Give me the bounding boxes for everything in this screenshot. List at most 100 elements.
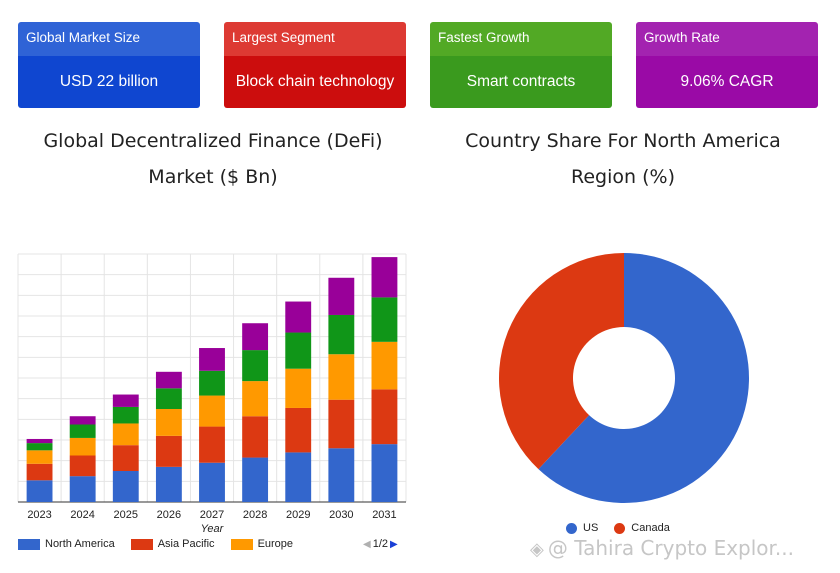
bar-segment[interactable] bbox=[285, 452, 312, 502]
x-tick-label: 2030 bbox=[329, 509, 353, 521]
x-tick-label: 2027 bbox=[200, 509, 224, 521]
bar-segment[interactable] bbox=[328, 314, 355, 355]
x-tick-label: 2029 bbox=[286, 509, 310, 521]
card-value: 9.06% CAGR bbox=[636, 56, 818, 108]
donut-chart-title-line1: Country Share For North America bbox=[465, 130, 781, 152]
legend-label: North America bbox=[45, 538, 115, 550]
card-label: Global Market Size bbox=[18, 22, 200, 56]
bar-segment[interactable] bbox=[328, 354, 355, 400]
legend-swatch bbox=[230, 538, 253, 550]
legend-dot bbox=[614, 522, 626, 534]
bar-segment[interactable] bbox=[285, 368, 312, 408]
bar-segment[interactable] bbox=[328, 448, 355, 502]
legend-item[interactable]: US bbox=[566, 522, 598, 534]
bar-segment[interactable] bbox=[199, 462, 225, 502]
legend-prev-icon[interactable]: ◀ bbox=[363, 538, 371, 550]
legend-swatch bbox=[18, 538, 40, 550]
x-tick-label: 2025 bbox=[114, 509, 138, 521]
x-tick-label: 2031 bbox=[372, 509, 396, 521]
bar-chart-title: Global Decentralized Finance (DeFi) Mark… bbox=[18, 123, 408, 195]
legend-pager: ◀ 1/2 ▶ bbox=[361, 538, 400, 550]
legend-item[interactable]: Europe bbox=[230, 538, 294, 550]
bar-segment[interactable] bbox=[155, 409, 182, 436]
legend-dot bbox=[566, 522, 577, 534]
bar-segment[interactable] bbox=[155, 388, 182, 409]
bar-segment[interactable] bbox=[69, 455, 96, 477]
watermark: ◈ @ Tahira Crypto Explor... bbox=[530, 536, 794, 560]
legend-item[interactable]: Asia Pacific bbox=[130, 538, 215, 550]
bar-segment[interactable] bbox=[26, 480, 53, 502]
bar-segment[interactable] bbox=[242, 381, 269, 417]
card-label: Growth Rate bbox=[636, 22, 818, 56]
stacked-bar-chart: 2023 2024 2025 2026 2027 2028 2029 2030 2031 Yea… bbox=[17, 253, 407, 535]
bar-segment[interactable] bbox=[199, 395, 225, 427]
bar-segment[interactable] bbox=[112, 394, 139, 407]
bar-segment[interactable] bbox=[26, 438, 53, 444]
bar-segment[interactable] bbox=[371, 389, 398, 445]
bar-segment[interactable] bbox=[112, 445, 139, 471]
donut-chart bbox=[498, 253, 749, 503]
bar-segment[interactable] bbox=[199, 348, 225, 371]
bar-legend: North America Asia Pacific Europe bbox=[18, 538, 309, 550]
bar-segment[interactable] bbox=[285, 407, 312, 453]
donut-chart-title: Country Share For North America Region (… bbox=[418, 123, 828, 195]
bar-segment[interactable] bbox=[328, 399, 355, 449]
bar-segment[interactable] bbox=[328, 277, 355, 315]
x-tick-label: 2028 bbox=[243, 509, 267, 521]
watermark-logo-icon: ◈ bbox=[530, 539, 544, 560]
x-tick-label: 2024 bbox=[70, 509, 94, 521]
card-label: Fastest Growth bbox=[430, 22, 612, 56]
bar-chart-title-line1: Global Decentralized Finance (DeFi) bbox=[43, 130, 383, 152]
bar-segment[interactable] bbox=[155, 371, 182, 389]
bar-segment[interactable] bbox=[285, 332, 312, 369]
bar-segment[interactable] bbox=[155, 466, 182, 502]
bar-segment[interactable] bbox=[199, 426, 225, 463]
bar-segment[interactable] bbox=[112, 406, 139, 424]
bar-segment[interactable] bbox=[371, 341, 398, 390]
x-tick-label: 2026 bbox=[157, 509, 181, 521]
watermark-text: @ Tahira Crypto Explor... bbox=[547, 536, 795, 560]
legend-label: Europe bbox=[257, 538, 294, 550]
bar-chart-title-line2: Market ($ Bn) bbox=[148, 166, 278, 188]
card-value: USD 22 billion bbox=[18, 56, 200, 108]
bar-segment[interactable] bbox=[26, 463, 53, 481]
donut-slice[interactable] bbox=[498, 253, 624, 470]
bar-segment[interactable] bbox=[199, 370, 225, 396]
bar-segment[interactable] bbox=[112, 471, 139, 502]
donut-slices bbox=[498, 253, 749, 503]
legend-page-label: 1/2 bbox=[372, 538, 388, 550]
card-fastest-growth: Fastest Growth Smart contracts bbox=[430, 22, 612, 108]
legend-item[interactable]: Canada bbox=[614, 522, 670, 534]
card-market-size: Global Market Size USD 22 billion bbox=[18, 22, 200, 108]
bar-segment[interactable] bbox=[371, 297, 398, 342]
bar-segment[interactable] bbox=[371, 444, 398, 502]
bar-segment[interactable] bbox=[242, 416, 269, 458]
card-label: Largest Segment bbox=[224, 22, 406, 56]
bar-segment[interactable] bbox=[242, 457, 269, 502]
bar-segment[interactable] bbox=[26, 450, 53, 464]
legend-next-icon[interactable]: ▶ bbox=[390, 538, 398, 550]
donut-chart-title-line2: Region (%) bbox=[571, 166, 675, 188]
bar-segment[interactable] bbox=[285, 301, 312, 333]
bar-x-ticks: 2023 2024 2025 2026 2027 2028 2029 2030 2031 bbox=[27, 509, 396, 521]
legend-label: Canada bbox=[631, 522, 670, 534]
bar-segment[interactable] bbox=[69, 476, 96, 502]
bar-marks bbox=[26, 257, 398, 502]
bar-segment[interactable] bbox=[112, 423, 139, 446]
card-largest-segment: Largest Segment Block chain technology bbox=[224, 22, 406, 108]
bar-segment[interactable] bbox=[242, 323, 269, 351]
bar-segment[interactable] bbox=[69, 416, 96, 425]
legend-label: US bbox=[583, 522, 599, 534]
bar-segment[interactable] bbox=[242, 350, 269, 382]
card-growth-rate: Growth Rate 9.06% CAGR bbox=[636, 22, 818, 108]
donut-slice[interactable] bbox=[538, 253, 749, 503]
bar-segment[interactable] bbox=[69, 437, 96, 456]
card-value: Smart contracts bbox=[430, 56, 612, 108]
bar-segment[interactable] bbox=[155, 435, 182, 467]
bar-segment[interactable] bbox=[371, 257, 398, 298]
bar-segment[interactable] bbox=[26, 443, 53, 451]
card-value: Block chain technology bbox=[224, 56, 406, 108]
bar-segment[interactable] bbox=[69, 424, 96, 438]
legend-label: Asia Pacific bbox=[157, 538, 215, 550]
legend-item[interactable]: North America bbox=[18, 538, 115, 550]
